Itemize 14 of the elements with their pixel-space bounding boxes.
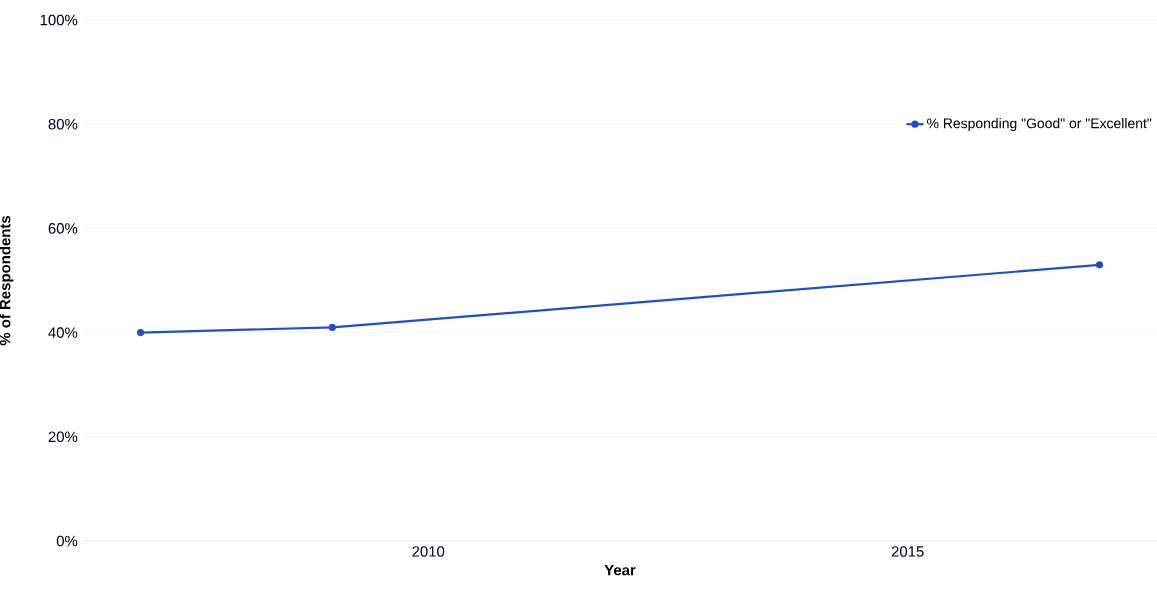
point — [328, 323, 336, 331]
y-tick-label: 80% — [48, 118, 78, 130]
y-tick-label: 20% — [48, 431, 78, 443]
y-tick-label: 60% — [48, 223, 78, 234]
point — [1095, 261, 1104, 269]
x-axis-title: Year — [604, 564, 636, 576]
legend-label: % Responding "Good" or "Excellent" — [927, 118, 1152, 132]
y-tick-label: 40% — [48, 327, 78, 338]
y-tick-label: 0% — [56, 535, 78, 547]
x-tick-label: 2015 — [891, 546, 924, 557]
point — [136, 329, 145, 337]
y-axis-title: % of Respondents — [0, 215, 14, 346]
y-tick-label: 100% — [40, 14, 78, 26]
x-tick-label: 2010 — [412, 546, 445, 557]
